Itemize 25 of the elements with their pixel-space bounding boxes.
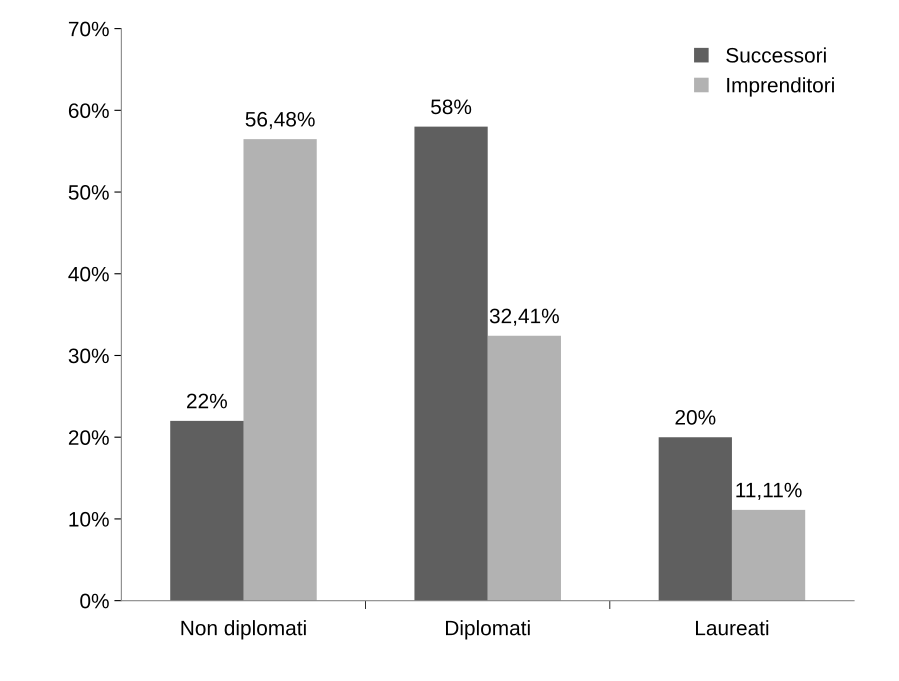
x-tick-label: Non diplomati [182, 620, 306, 640]
y-tick-label: 20% [68, 430, 109, 445]
y-tick-label: 40% [68, 266, 109, 282]
y-tick-label: 30% [68, 348, 109, 364]
bar [414, 126, 488, 601]
legend-label: Imprenditori [727, 77, 834, 97]
bar [170, 420, 244, 601]
bar [243, 139, 317, 601]
data-label: 20% [676, 410, 716, 425]
y-tick-label: 10% [69, 512, 109, 527]
legend-label: Successori [726, 47, 826, 63]
data-label: 11,11% [736, 482, 802, 500]
bar [658, 437, 732, 601]
y-tick-label: 50% [68, 185, 109, 200]
bar [488, 336, 561, 601]
data-label: 56,48% [246, 112, 315, 130]
x-tick-label: Diplomati [446, 620, 530, 640]
y-tick-label: 60% [68, 103, 109, 118]
y-tick-label: 70% [68, 22, 109, 36]
x-tick-label: Laureati [696, 620, 768, 636]
y-tick-label: 0% [80, 594, 109, 608]
data-label: 58% [431, 99, 472, 114]
bar [732, 510, 806, 601]
data-label: 22% [187, 394, 227, 408]
data-label: 32,41% [490, 308, 559, 326]
